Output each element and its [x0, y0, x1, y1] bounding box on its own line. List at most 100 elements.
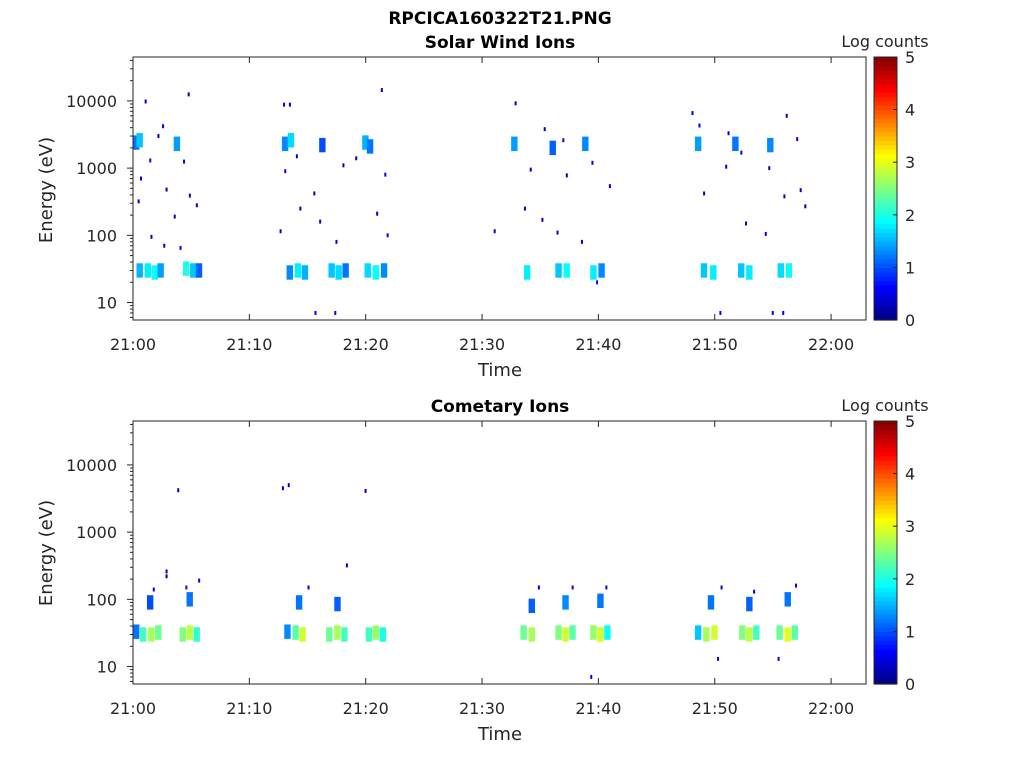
- data-point: [571, 585, 574, 590]
- colorbar-segment: [874, 442, 897, 448]
- colorbar-segment: [874, 530, 897, 536]
- colorbar-segment: [874, 552, 897, 558]
- data-point: [777, 656, 780, 661]
- data-point: [591, 160, 594, 165]
- plot-area: [133, 421, 866, 684]
- data-block: [372, 265, 380, 280]
- data-block: [703, 627, 710, 642]
- data-block: [190, 263, 197, 278]
- colorbar-segment: [874, 679, 897, 685]
- colorbar-segment: [874, 491, 897, 497]
- data-block: [520, 625, 527, 640]
- data-point: [283, 102, 286, 107]
- colorbar-segment: [874, 565, 897, 571]
- data-point: [720, 585, 723, 590]
- data-block: [334, 625, 341, 640]
- x-tick-label: 21:10: [226, 699, 272, 718]
- panel-title: Solar Wind Ions: [425, 33, 576, 53]
- colorbar-segment: [874, 232, 897, 238]
- colorbar-segment: [874, 635, 897, 641]
- data-point: [157, 134, 160, 139]
- colorbar-segment: [874, 526, 897, 532]
- data-block: [746, 627, 753, 642]
- colorbar-segment: [874, 513, 897, 519]
- x-tick-label: 21:50: [692, 335, 738, 354]
- data-block: [136, 263, 143, 278]
- colorbar-segment: [874, 223, 897, 229]
- colorbar-segment: [874, 61, 897, 67]
- data-block: [364, 263, 371, 278]
- colorbar-segment: [874, 574, 897, 580]
- data-block: [694, 625, 702, 640]
- data-block: [341, 627, 348, 642]
- colorbar-segment: [874, 539, 897, 545]
- data-point: [753, 589, 756, 594]
- data-point: [183, 159, 186, 164]
- data-point: [782, 310, 785, 315]
- data-point: [179, 245, 182, 250]
- colorbar-segment: [874, 534, 897, 540]
- colorbar-segment: [874, 293, 897, 299]
- data-block: [562, 627, 569, 642]
- colorbar-segment: [874, 495, 897, 501]
- data-block: [144, 263, 152, 278]
- colorbar-segment: [874, 508, 897, 514]
- data-block: [380, 263, 388, 278]
- colorbar-segment: [874, 157, 897, 163]
- colorbar-segment: [874, 644, 897, 650]
- data-block: [133, 135, 140, 150]
- colorbar-segment: [874, 263, 897, 268]
- colorbar-segment: [874, 306, 897, 312]
- data-point: [335, 239, 338, 244]
- data-block: [785, 263, 793, 278]
- data-block: [299, 627, 306, 642]
- colorbar-segment: [874, 556, 897, 562]
- y-axis-label: Energy (eV): [36, 137, 57, 243]
- colorbar-segment: [874, 118, 897, 124]
- data-block: [784, 627, 791, 642]
- colorbar-segment: [874, 210, 897, 216]
- data-point: [537, 585, 540, 590]
- colorbar-segment: [874, 162, 897, 168]
- data-point: [162, 124, 165, 129]
- x-tick-label: 22:00: [808, 699, 854, 718]
- colorbar-segment: [874, 144, 897, 150]
- colorbar-segment: [874, 92, 897, 98]
- colorbar-segment: [874, 83, 897, 89]
- data-point: [314, 310, 317, 315]
- data-point: [380, 88, 383, 93]
- colorbar-segment: [874, 219, 897, 225]
- data-block: [582, 136, 589, 152]
- x-tick-label: 21:30: [459, 699, 505, 718]
- data-point: [764, 231, 767, 236]
- data-block: [562, 595, 569, 610]
- colorbar-segment: [874, 201, 897, 207]
- data-block: [157, 263, 164, 278]
- data-block: [284, 624, 291, 639]
- data-point: [299, 206, 302, 211]
- data-block: [784, 592, 791, 607]
- colorbar-segment: [874, 548, 897, 554]
- colorbar-segment: [874, 499, 897, 505]
- data-block: [767, 137, 774, 153]
- colorbar-segment: [874, 276, 897, 282]
- colorbar-segment: [874, 543, 897, 549]
- data-block: [366, 139, 374, 154]
- colorbar-segment: [874, 214, 897, 220]
- colorbar-segment: [874, 241, 897, 247]
- data-block: [597, 627, 604, 642]
- colorbar-segment: [874, 122, 897, 128]
- data-block: [555, 263, 562, 278]
- data-block: [151, 265, 159, 280]
- colorbar-segment: [874, 206, 897, 212]
- x-tick-label: 21:00: [110, 699, 156, 718]
- colorbar-segment: [874, 596, 897, 602]
- data-point: [137, 199, 140, 204]
- colorbar-segment: [874, 438, 897, 444]
- colorbar-segment: [874, 280, 897, 286]
- colorbar-segment: [874, 267, 897, 273]
- data-block: [136, 133, 143, 148]
- y-axis-label: Energy (eV): [36, 500, 57, 606]
- data-block: [707, 595, 715, 610]
- data-block: [328, 263, 335, 278]
